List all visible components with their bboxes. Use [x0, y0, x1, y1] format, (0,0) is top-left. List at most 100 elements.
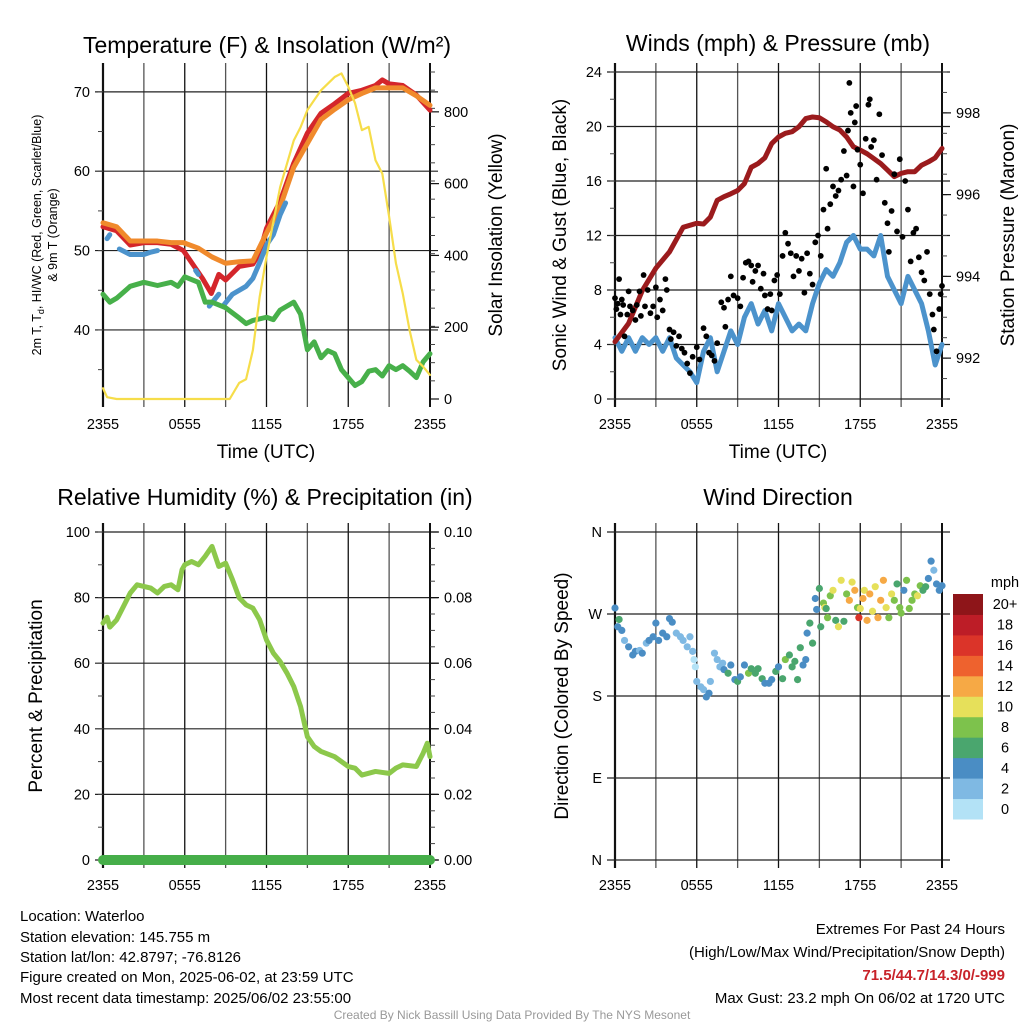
gust-point [824, 225, 831, 232]
wind-direction-point [843, 590, 851, 598]
wind-direction-point [826, 592, 834, 600]
wind-direction-point [799, 661, 807, 669]
gust-point [752, 268, 759, 274]
gust-point [624, 311, 631, 318]
wind-direction-point [705, 689, 713, 697]
y-tick-label: W [588, 607, 602, 623]
right-y-tick-label: 800 [444, 105, 468, 121]
x-tick-label: 1155 [251, 417, 282, 433]
wind-direction-point [655, 636, 663, 645]
gust-point [881, 199, 888, 206]
right-y-tick-label: 998 [956, 106, 980, 122]
wind-direction-point [871, 583, 879, 591]
y-tick-label: E [592, 771, 602, 787]
gust-point [785, 240, 791, 247]
humidity-panel: 2355 0555 1155 1755 2355 0 20 40 60 80 100 0.00 0.02… [66, 523, 472, 894]
colorbar-swatch [953, 655, 983, 677]
gust-point [696, 356, 703, 363]
gust-point [884, 220, 891, 227]
wind-direction-point [736, 673, 744, 681]
wind-direction-point [693, 677, 701, 686]
colorbar-swatch [953, 757, 983, 779]
gust-point [636, 288, 643, 295]
series-line-hi-wc [116, 246, 160, 258]
gust-point [676, 333, 682, 340]
gust-point [761, 292, 768, 299]
x-tick-label: 2355 [87, 878, 119, 894]
gust-point [748, 262, 755, 269]
gust-point [663, 287, 670, 293]
max-gust-text: Max Gust: 23.2 mph On 06/02 at 1720 UTC [715, 990, 1005, 1007]
gust-point [915, 254, 922, 261]
wind-direction-point [663, 633, 671, 641]
wind-direction-point [832, 616, 840, 624]
y-tick-label: 20 [74, 787, 90, 803]
wind-direction-point [855, 614, 863, 622]
gust-point [745, 258, 752, 265]
gust-point [894, 228, 900, 235]
gust-point [684, 360, 691, 367]
colorbar-swatch [953, 798, 983, 820]
series-line-solar-insolation [101, 72, 432, 401]
wind-direction-point [774, 663, 783, 671]
gust-point [793, 253, 800, 259]
wind-direction-point [813, 605, 821, 614]
gust-point [708, 352, 715, 359]
gust-point [812, 239, 819, 246]
gust-point [907, 258, 914, 265]
colorbar-label: 20+ [993, 597, 1018, 613]
colorbar-label: 0 [1001, 802, 1009, 818]
gust-point [725, 296, 731, 303]
wind-direction-point [868, 607, 877, 615]
wind-direction-point [791, 657, 799, 665]
gust-point [617, 311, 624, 318]
gust-point [798, 255, 805, 262]
right-y-tick-label: 0.06 [444, 656, 472, 672]
wind-direction-point [822, 604, 830, 613]
gust-point [637, 312, 644, 319]
wind-direction-point [620, 636, 629, 645]
right-y-tick-label: 0.04 [444, 722, 472, 738]
gust-point [868, 144, 875, 150]
extremes-info: Extremes For Past 24 Hours (High/Low/Max… [689, 921, 1005, 1007]
colorbar-label: 2 [1001, 781, 1009, 797]
gust-point [768, 307, 775, 314]
wind-direction-point [686, 633, 694, 641]
colorbar-swatch [953, 778, 983, 800]
wind-direction-point [896, 604, 904, 612]
gust-point [815, 232, 821, 239]
temperature-chart-title: Temperature (F) & Insolation (W/m²) [83, 32, 451, 58]
gust-point [796, 268, 802, 274]
gust-point [817, 253, 824, 259]
gust-point [924, 248, 930, 255]
x-tick-label: 2355 [926, 878, 958, 894]
gust-point [678, 345, 685, 352]
y-tick-label: S [592, 689, 602, 705]
gust-point [687, 370, 693, 377]
wind-direction-point [905, 604, 913, 613]
x-tick-label: 1755 [332, 878, 364, 894]
y-tick-label: 12 [586, 229, 602, 245]
colorbar-label: 6 [1001, 740, 1009, 756]
wind-direction-point [890, 596, 898, 604]
x-tick-label: 1755 [332, 417, 364, 433]
gust-point [757, 285, 764, 292]
winds-x-axis-label: Time (UTC) [729, 442, 828, 463]
wind-direction-point [829, 586, 837, 594]
gust-point [910, 229, 917, 236]
gust-point [776, 291, 783, 297]
temperature-x-axis-label: Time (UTC) [217, 442, 316, 463]
wind-direction-point [866, 590, 874, 598]
wind-direction-point [877, 596, 885, 604]
wind-direction-point [927, 557, 935, 565]
gust-point [689, 353, 696, 360]
gust-point [827, 201, 834, 208]
y-tick-label: 16 [586, 174, 602, 190]
wind-direction-point [887, 590, 896, 598]
x-tick-label: 2355 [87, 417, 119, 433]
colorbar-swatch [953, 696, 983, 718]
gust-point [734, 295, 741, 302]
gust-point [771, 277, 778, 284]
gust-point [838, 176, 845, 183]
credit-text: Created By Nick Bassill Using Data Provi… [334, 1008, 691, 1022]
